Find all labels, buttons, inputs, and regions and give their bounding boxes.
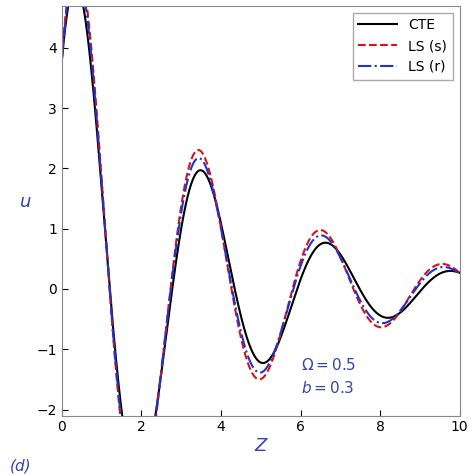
LS (r): [449, 266, 455, 272]
Line: LS (s): LS (s): [62, 0, 460, 475]
CTE: [59, 57, 65, 63]
X-axis label: Z: Z: [255, 437, 267, 455]
LS (s): [212, 191, 218, 197]
CTE: [105, 257, 110, 263]
LS (r): [406, 295, 412, 301]
LS (r): [229, 285, 235, 291]
LS (s): [449, 264, 455, 270]
CTE: [212, 195, 218, 200]
Y-axis label: u: u: [20, 192, 31, 210]
Text: $\Omega=0.5$: $\Omega=0.5$: [301, 357, 356, 373]
Text: $b=0.3$: $b=0.3$: [301, 380, 354, 396]
CTE: [457, 270, 463, 275]
LS (s): [457, 270, 463, 275]
Line: LS (r): LS (r): [62, 0, 460, 475]
Line: CTE: CTE: [62, 0, 460, 475]
LS (s): [406, 294, 412, 300]
LS (s): [229, 289, 235, 294]
CTE: [128, 464, 134, 469]
LS (r): [212, 195, 218, 200]
LS (r): [105, 258, 110, 264]
LS (s): [59, 54, 65, 60]
CTE: [449, 268, 455, 274]
Legend: CTE, LS (s), LS (r): CTE, LS (s), LS (r): [353, 12, 453, 79]
CTE: [406, 301, 412, 307]
LS (s): [105, 256, 110, 262]
Text: (d): (d): [9, 458, 31, 473]
LS (r): [457, 271, 463, 276]
LS (r): [59, 56, 65, 61]
CTE: [229, 273, 235, 278]
